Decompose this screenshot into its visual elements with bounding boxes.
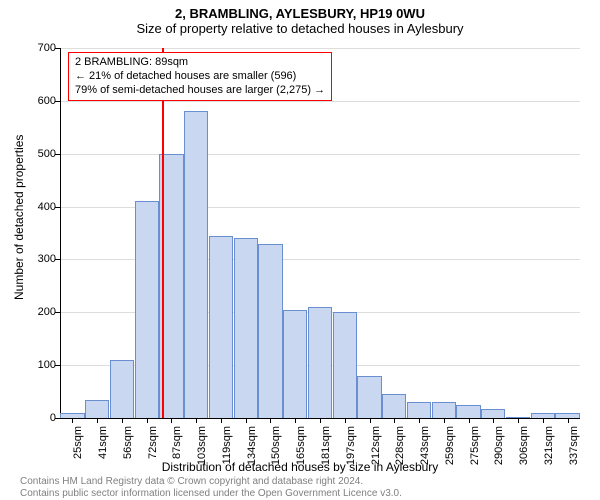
info-box-line: ← 21% of detached houses are smaller (59… <box>75 70 325 84</box>
y-tick-label: 0 <box>30 412 56 424</box>
bar <box>382 394 406 418</box>
y-tick-label: 700 <box>30 42 56 54</box>
chart-container: 2, BRAMBLING, AYLESBURY, HP19 0WU Size o… <box>0 0 600 500</box>
info-box-line: 2 BRAMBLING: 89sqm <box>75 56 325 70</box>
licence-line-2: Contains public sector information licen… <box>20 488 402 500</box>
gridline <box>60 154 580 155</box>
bar <box>481 409 505 419</box>
bar <box>184 111 208 418</box>
licence-text: Contains HM Land Registry data © Crown c… <box>20 476 402 500</box>
y-tick-label: 600 <box>30 95 56 107</box>
bar <box>407 402 431 418</box>
bar <box>258 244 282 418</box>
gridline <box>60 48 580 49</box>
bar <box>110 360 134 418</box>
y-tick-label: 100 <box>30 359 56 371</box>
bar <box>234 238 258 418</box>
bar <box>357 376 381 418</box>
bar <box>432 402 456 418</box>
chart-subtitle: Size of property relative to detached ho… <box>0 21 600 36</box>
y-tick-label: 200 <box>30 306 56 318</box>
y-axis-label: Number of detached properties <box>12 135 26 300</box>
bar <box>209 236 233 418</box>
info-box: 2 BRAMBLING: 89sqm← 21% of detached hous… <box>68 52 332 101</box>
bar <box>333 312 357 418</box>
bar <box>135 201 159 418</box>
chart-title: 2, BRAMBLING, AYLESBURY, HP19 0WU <box>0 0 600 21</box>
licence-line-1: Contains HM Land Registry data © Crown c… <box>20 476 402 488</box>
plot-area: 2 BRAMBLING: 89sqm← 21% of detached hous… <box>60 48 580 418</box>
bar <box>308 307 332 418</box>
property-marker-line <box>162 48 164 418</box>
bar <box>85 400 109 419</box>
bar <box>283 310 307 418</box>
y-tick-label: 300 <box>30 253 56 265</box>
x-axis-label: Distribution of detached houses by size … <box>0 460 600 474</box>
info-box-line: 79% of semi-detached houses are larger (… <box>75 84 325 98</box>
y-tick-label: 400 <box>30 201 56 213</box>
bar <box>456 405 480 418</box>
y-tick-label: 500 <box>30 148 56 160</box>
